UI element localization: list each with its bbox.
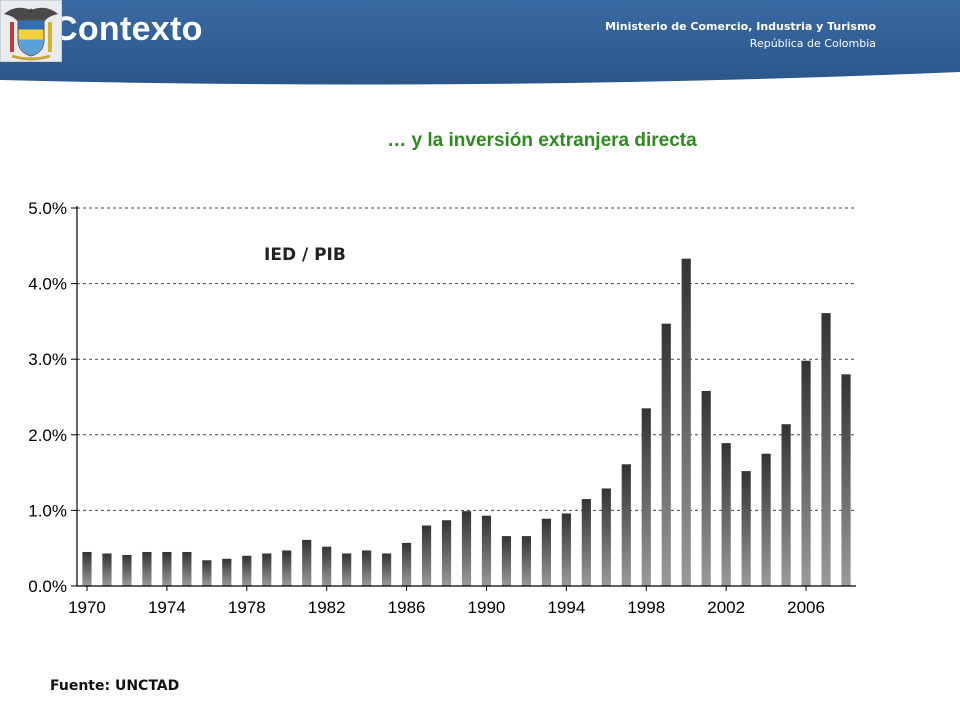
bar-1970 [82, 551, 92, 586]
grid-lines [77, 207, 856, 511]
bar-1996 [601, 488, 611, 586]
country-name: República de Colombia [749, 37, 876, 50]
bar-1990 [481, 515, 492, 586]
bar-1977 [222, 558, 232, 586]
x-tick-label: 1990 [468, 598, 506, 617]
bar-1991 [501, 536, 512, 586]
bar-1981 [302, 539, 312, 586]
bar-1976 [202, 560, 212, 586]
x-tick-label: 1970 [68, 598, 106, 617]
ministry-name: Ministerio de Comercio, Industria y Turi… [605, 20, 876, 33]
x-tick-label: 1978 [228, 598, 266, 617]
bar-1994 [561, 513, 571, 586]
bar-1983 [342, 553, 352, 586]
bar-1993 [541, 518, 551, 586]
colombia-coat-of-arms-icon [0, 0, 62, 62]
y-tick-label: 0.0% [28, 577, 67, 596]
bar-1980 [282, 550, 292, 586]
y-tick-label: 5.0% [28, 199, 67, 218]
header-background [0, 0, 960, 85]
chart-title: IED / PIB [264, 245, 346, 265]
bar-1997 [621, 464, 631, 586]
bar-1982 [322, 546, 332, 586]
bar-2002 [721, 443, 731, 586]
bar-1999 [661, 323, 671, 586]
bar-1992 [521, 536, 532, 586]
x-tick-label: 1998 [627, 598, 665, 617]
y-tick-label: 4.0% [28, 275, 67, 294]
slide-subtitle: … y la inversión extranjera directa [0, 130, 960, 152]
axes: 0.0% 1.0% 2.0% 3.0% 4.0% 5.0% 1970 1974 1978 1982… [28, 199, 856, 617]
bar-1995 [581, 499, 591, 586]
bar-2001 [701, 390, 711, 586]
x-tick-label: 2006 [787, 598, 825, 617]
x-tick-label: 1986 [388, 598, 426, 617]
y-tick-label: 3.0% [28, 350, 67, 369]
bar-2008 [841, 374, 851, 586]
source-note: Fuente: UNCTAD [50, 678, 180, 694]
bar-1988 [441, 520, 452, 586]
bar-1987 [421, 525, 432, 586]
header-banner: II. Contexto Ministerio de Comercio, Ind… [0, 0, 960, 88]
bar-1971 [102, 553, 112, 586]
bar-2000 [681, 258, 691, 586]
x-tick-label: 2002 [707, 598, 745, 617]
x-tick-label: 1982 [308, 598, 346, 617]
bars [82, 258, 851, 586]
bar-1978 [242, 555, 252, 586]
bar-1984 [362, 550, 372, 586]
bar-2003 [741, 471, 751, 586]
y-tick-label: 1.0% [28, 501, 67, 520]
bar-1979 [262, 553, 272, 586]
x-tick-label: 1994 [547, 598, 585, 617]
bar-2007 [821, 313, 831, 586]
bar-1974 [162, 551, 172, 586]
bar-2006 [801, 360, 811, 586]
fdi-gdp-bar-chart: 0.0% 1.0% 2.0% 3.0% 4.0% 5.0% 1970 1974 1978 1982… [28, 199, 856, 617]
bar-1998 [641, 408, 651, 586]
bar-1985 [382, 553, 392, 586]
y-tick-label: 2.0% [28, 426, 67, 445]
bar-1975 [182, 551, 192, 586]
bar-1986 [401, 542, 412, 586]
ministry-label: Ministerio de Comercio, Industria y Turi… [605, 20, 876, 50]
subtitle-text: … y la inversión extranjera directa [387, 130, 697, 151]
bar-2004 [761, 453, 771, 586]
bar-2005 [781, 424, 791, 586]
bar-1972 [122, 555, 132, 586]
bar-1989 [461, 511, 472, 586]
x-tick-label: 1974 [148, 598, 186, 617]
bar-1973 [142, 551, 152, 586]
